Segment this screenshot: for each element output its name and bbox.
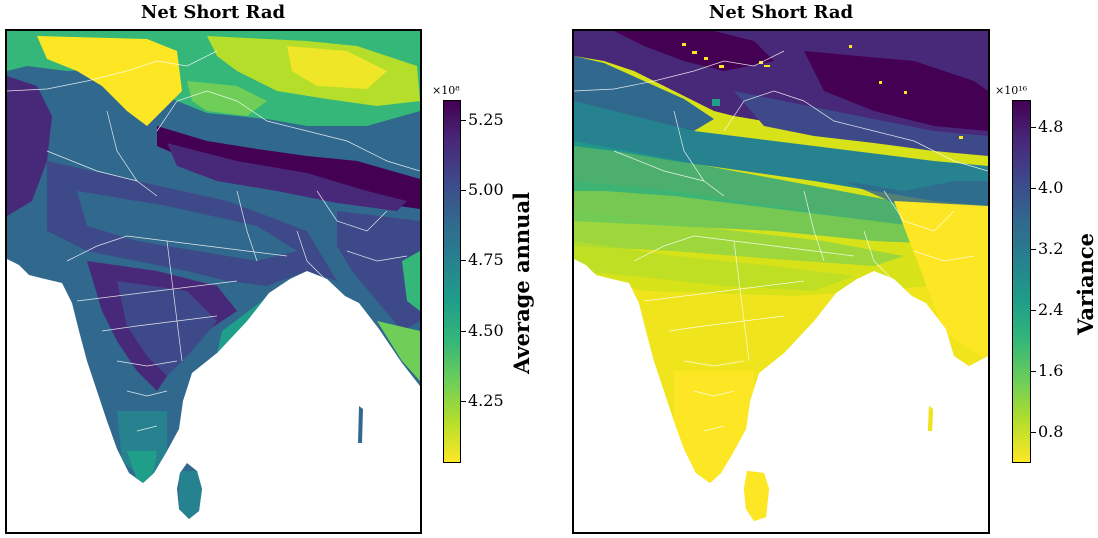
colorbar-tick-label: 5.25	[468, 110, 504, 129]
colorbar-tick-mark	[461, 331, 466, 332]
colorbar-tick-label: 0.8	[1038, 422, 1064, 441]
colorbar-tick-label: 3.2	[1038, 239, 1064, 258]
colorbar-tick-label: 4.25	[468, 391, 504, 410]
left-map	[5, 29, 422, 534]
colorbar-tick-label: 4.8	[1038, 117, 1064, 136]
right-map	[572, 29, 990, 534]
colorbar-tick-mark	[1031, 249, 1036, 250]
colorbar-tick-label: 4.75	[468, 250, 504, 269]
colorbar-tick-mark	[1031, 432, 1036, 433]
colorbar-tick-mark	[1031, 127, 1036, 128]
colorbar-tick-mark	[1031, 310, 1036, 311]
colorbar-tick-mark	[1031, 188, 1036, 189]
right-colorbar-multiplier: ×10¹⁶	[995, 84, 1028, 97]
colorbar-tick-label: 5.00	[468, 180, 504, 199]
left-colorbar	[443, 100, 461, 463]
colorbar-tick-label: 4.0	[1038, 178, 1064, 197]
colorbar-tick-mark	[1031, 371, 1036, 372]
colorbar-tick-mark	[461, 401, 466, 402]
right-colorbar	[1012, 100, 1031, 463]
colorbar-tick-mark	[461, 120, 466, 121]
right-colorbar-label: Variance	[1073, 232, 1098, 336]
colorbar-tick-label: 2.4	[1038, 300, 1064, 319]
colorbar-tick-label: 1.6	[1038, 361, 1064, 380]
colorbar-tick-mark	[461, 190, 466, 191]
left-panel-title: Net Short Rad	[140, 2, 286, 23]
colorbar-tick-label: 4.50	[468, 321, 504, 340]
right-panel-title: Net Short Rad	[708, 2, 854, 23]
colorbar-tick-mark	[461, 260, 466, 261]
left-colorbar-label: Average annual	[509, 191, 534, 374]
left-colorbar-multiplier: ×10⁸	[432, 84, 460, 97]
